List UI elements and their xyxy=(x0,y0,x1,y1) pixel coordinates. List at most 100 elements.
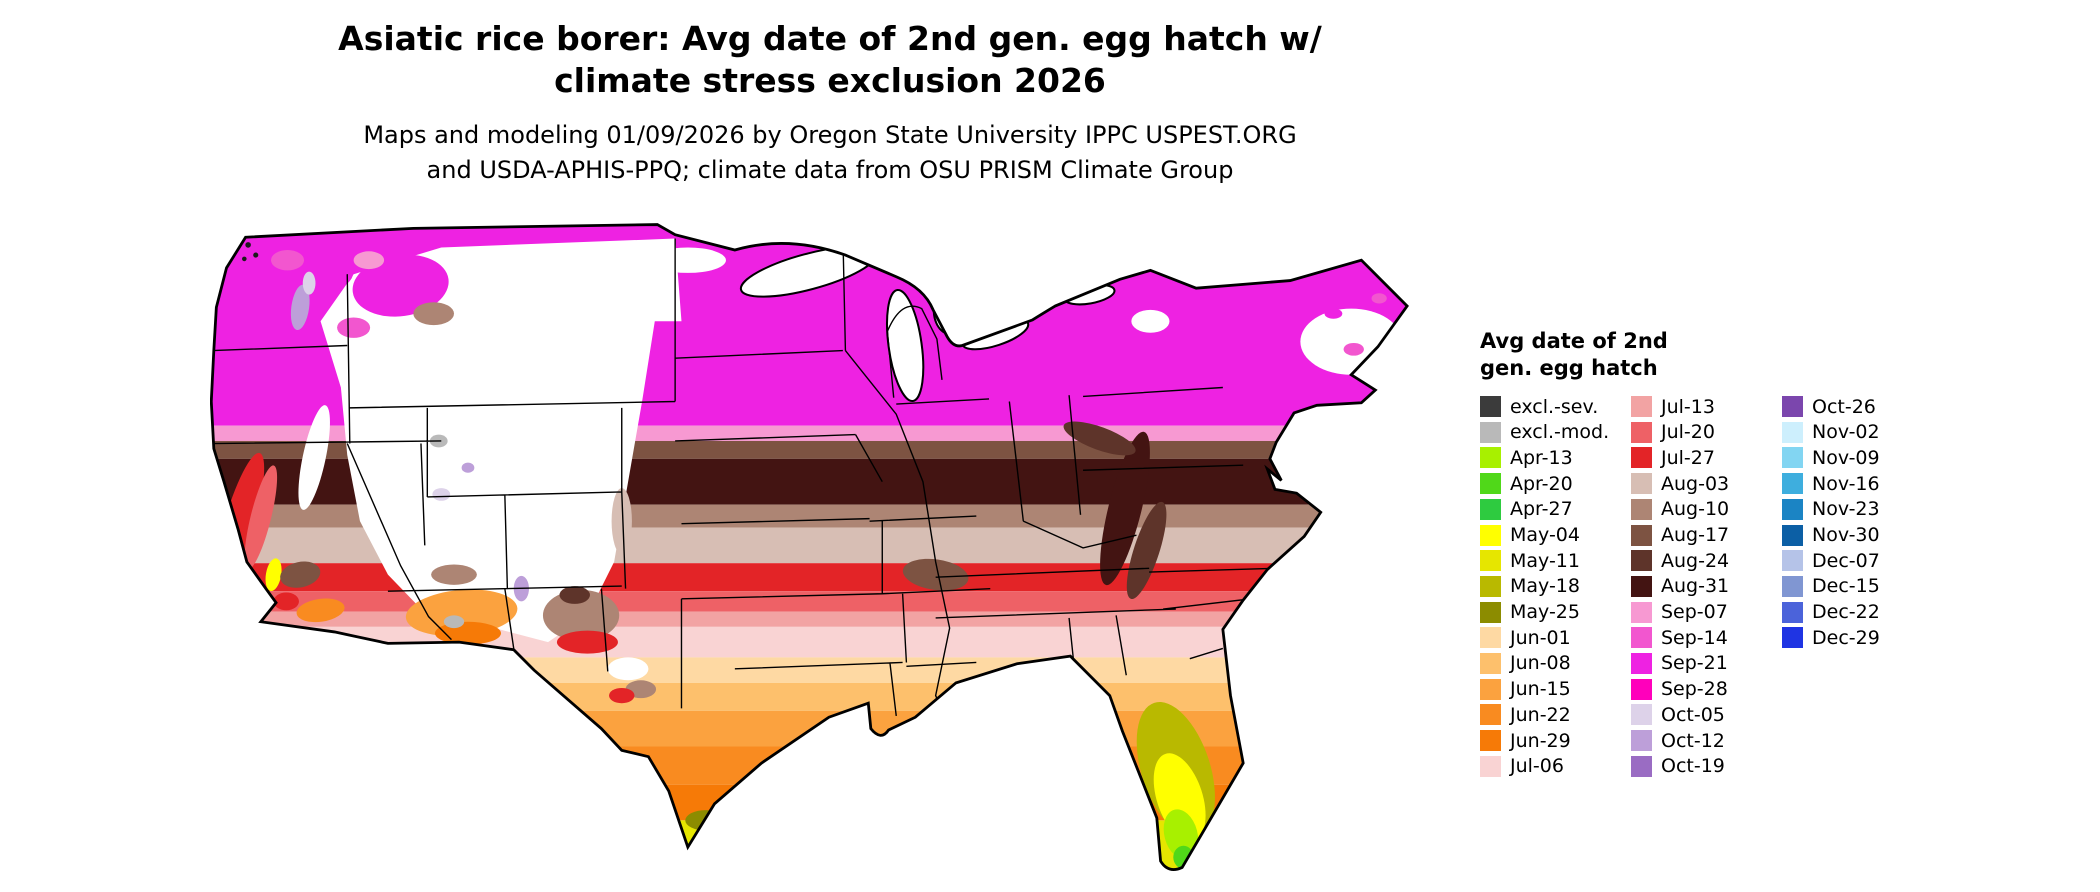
region-mountain-west-excluded xyxy=(320,238,682,643)
legend-swatch xyxy=(1480,473,1501,495)
legend-swatch xyxy=(1782,524,1803,546)
state-borders-plains xyxy=(680,234,991,717)
legend-swatch xyxy=(1631,575,1652,597)
legend-item-label: Jul-27 xyxy=(1661,446,1715,469)
region-wtx-red xyxy=(609,687,635,704)
legend-item: excl.-mod. xyxy=(1480,419,1631,445)
region-socal-brown xyxy=(280,561,321,588)
legend-item: Sep-21 xyxy=(1631,651,1782,677)
legend-swatch xyxy=(1631,704,1652,726)
legend-item-label: Dec-29 xyxy=(1812,626,1880,649)
legend-item: Nov-23 xyxy=(1782,497,1880,523)
legend-swatch xyxy=(1631,473,1652,495)
legend-item: May-04 xyxy=(1480,522,1631,548)
legend-item-label: Aug-10 xyxy=(1661,498,1730,521)
legend-item-label: Dec-15 xyxy=(1812,575,1880,598)
region-nm-brown xyxy=(542,589,620,641)
legend-swatch xyxy=(1782,627,1803,649)
figure-subtitle: Maps and modeling 01/09/2026 by Oregon S… xyxy=(363,121,1297,184)
legend-item-label: May-04 xyxy=(1510,524,1580,547)
legend-item-label: Sep-07 xyxy=(1661,601,1728,624)
legend-swatch xyxy=(1631,652,1652,674)
legend-item: Dec-22 xyxy=(1782,599,1880,625)
legend-swatch xyxy=(1631,627,1652,649)
legend-swatch xyxy=(1631,550,1652,572)
legend-item: Apr-20 xyxy=(1480,471,1631,497)
legend-item-label: Aug-03 xyxy=(1661,472,1730,495)
legend-item-label: excl.-mod. xyxy=(1510,421,1610,444)
legend-swatch xyxy=(1480,601,1501,623)
legend-item: Jun-29 xyxy=(1480,728,1631,754)
legend-item-label: Sep-28 xyxy=(1661,678,1728,701)
legend-item: May-18 xyxy=(1480,574,1631,600)
legend-item: Jul-27 xyxy=(1631,445,1782,471)
legend-item-label: Jun-29 xyxy=(1510,729,1571,752)
legend-item-label: Apr-13 xyxy=(1510,446,1573,469)
island-dot xyxy=(245,242,251,248)
region-ut-purple xyxy=(461,462,475,473)
legend-item-label: Jun-01 xyxy=(1510,626,1571,649)
legend-item: Aug-24 xyxy=(1631,548,1782,574)
legend-item: Jun-22 xyxy=(1480,702,1631,728)
legend-item-label: Aug-17 xyxy=(1661,524,1730,547)
legend-item-label: excl.-sev. xyxy=(1510,395,1599,418)
region-ne-magenta-1 xyxy=(1343,342,1364,356)
legend-item: Jul-20 xyxy=(1631,419,1782,445)
band-jul-13 xyxy=(211,611,1408,627)
legend-swatch xyxy=(1480,575,1501,597)
legend-swatch xyxy=(1480,704,1501,726)
region-maine-magenta xyxy=(1371,293,1387,304)
region-front-range-tan xyxy=(611,488,632,555)
legend: Avg date of 2nd gen. egg hatch excl.-sev… xyxy=(1480,328,2040,779)
legend-item: Jun-15 xyxy=(1480,676,1631,702)
legend-swatch xyxy=(1480,678,1501,700)
legend-item-label: May-11 xyxy=(1510,549,1580,572)
legend-swatch xyxy=(1782,473,1803,495)
legend-item: Apr-27 xyxy=(1480,497,1631,523)
legend-item: Oct-12 xyxy=(1631,728,1782,754)
region-mt-west-pink xyxy=(353,251,385,270)
legend-item: Oct-19 xyxy=(1631,753,1782,779)
legend-item: Aug-10 xyxy=(1631,497,1782,523)
legend-item: Oct-05 xyxy=(1631,702,1782,728)
us-map xyxy=(210,222,1430,884)
band-may-11 xyxy=(211,820,1408,870)
state-borders-east xyxy=(844,350,1317,729)
puget-islands xyxy=(242,242,259,262)
legend-item-label: Jun-22 xyxy=(1510,703,1571,726)
legend-swatch xyxy=(1631,678,1652,700)
region-cascades-lavender xyxy=(302,271,316,295)
legend-swatch xyxy=(1480,524,1501,546)
region-blue-ridge xyxy=(1126,501,1167,600)
region-fl-chartreuse xyxy=(1163,809,1199,860)
legend-item: Sep-07 xyxy=(1631,599,1782,625)
legend-item-label: Dec-22 xyxy=(1812,601,1880,624)
legend-swatch xyxy=(1480,396,1501,418)
legend-item: Apr-13 xyxy=(1480,445,1631,471)
region-ca-valley-yellow xyxy=(265,558,282,591)
legend-item: May-11 xyxy=(1480,548,1631,574)
state-borders xyxy=(211,234,1317,729)
region-pa-ridges xyxy=(1063,421,1136,456)
legend-item-label: Nov-02 xyxy=(1812,421,1880,444)
island-dot xyxy=(253,252,259,258)
legend-swatch xyxy=(1480,421,1501,443)
figure-title: Asiatic rice borer: Avg date of 2nd gen.… xyxy=(338,19,1322,101)
legend-swatch xyxy=(1631,730,1652,752)
map-fill-layers xyxy=(211,224,1408,870)
state-borders-west xyxy=(211,238,856,672)
legend-swatch xyxy=(1782,550,1803,572)
region-cascades-purple xyxy=(290,284,310,331)
region-new-england-white xyxy=(1300,308,1403,375)
legend-item-label: Jul-13 xyxy=(1661,395,1715,418)
legend-item: Nov-30 xyxy=(1782,522,1880,548)
legend-swatch xyxy=(1631,421,1652,443)
legend-item-label: Apr-27 xyxy=(1510,498,1573,521)
region-mogollon-brown xyxy=(431,564,477,585)
legend-item-label: May-25 xyxy=(1510,601,1580,624)
legend-swatch xyxy=(1631,498,1652,520)
legend-swatch xyxy=(1631,755,1652,777)
legend-swatch xyxy=(1782,421,1803,443)
legend-swatch xyxy=(1480,447,1501,469)
legend-swatch xyxy=(1782,396,1803,418)
